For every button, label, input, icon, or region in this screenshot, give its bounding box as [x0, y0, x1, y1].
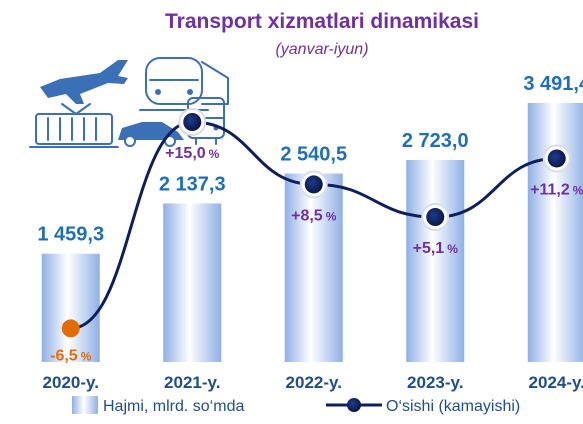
- growth-value-label: +11,2%: [530, 181, 583, 198]
- growth-point: [183, 113, 202, 131]
- bar: [527, 103, 583, 362]
- train-icon: [139, 57, 229, 111]
- legend-line-marker: [347, 398, 361, 412]
- growth-point: [61, 319, 80, 338]
- chart-title: Transport xizmatlari dinamikasi: [165, 10, 479, 33]
- bar-value-label: 3 491,4: [523, 73, 583, 95]
- category-label: 2020-y.: [43, 373, 99, 392]
- growth-point: [547, 149, 566, 168]
- growth-value-label: +5,1%: [413, 240, 459, 257]
- bar: [406, 160, 465, 362]
- car-icon: [118, 122, 184, 147]
- legend-bar-swatch: [72, 396, 98, 414]
- bar-value-label: 2 540,5: [280, 144, 347, 166]
- bar: [41, 253, 100, 362]
- tram-icon: [29, 103, 119, 148]
- growth-point: [304, 175, 323, 194]
- airplane-icon: [40, 60, 128, 104]
- category-label: 2022-y.: [286, 373, 342, 392]
- bar: [163, 203, 222, 362]
- category-label: 2024-y.: [529, 373, 583, 392]
- bar-value-label: 1 459,3: [37, 224, 104, 246]
- legend-bar-label: Hajmi, mlrd. so‘mda: [103, 398, 244, 415]
- chart-subtitle: (yanvar-iyun): [275, 41, 368, 58]
- growth-value-label: +15,0%: [165, 145, 219, 162]
- bar-value-label: 2 723,0: [402, 130, 469, 152]
- legend: Hajmi, mlrd. so‘mda O‘sishi (kamayishi): [72, 396, 520, 415]
- bar-value-label: 2 137,3: [159, 173, 226, 195]
- category-label: 2021-y.: [164, 373, 220, 392]
- transport-icons: [29, 57, 229, 148]
- category-label: 2023-y.: [407, 373, 463, 392]
- growth-line: [70, 120, 557, 330]
- legend-line-label: O‘sishi (kamayishi): [386, 398, 520, 415]
- bar: [284, 173, 343, 362]
- growth-value-label: -6,5%: [50, 347, 92, 364]
- growth-value-label: +8,5%: [291, 207, 337, 224]
- growth-point: [426, 208, 445, 227]
